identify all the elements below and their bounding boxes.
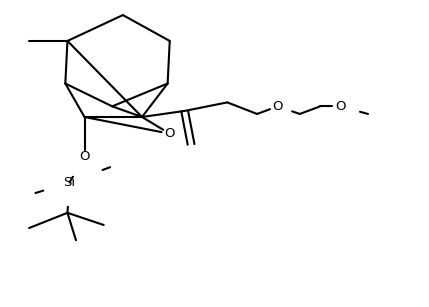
Text: O: O	[164, 127, 175, 140]
Text: O: O	[335, 100, 345, 113]
Text: O: O	[272, 100, 283, 113]
Text: Si: Si	[63, 176, 76, 189]
Text: O: O	[79, 150, 90, 163]
